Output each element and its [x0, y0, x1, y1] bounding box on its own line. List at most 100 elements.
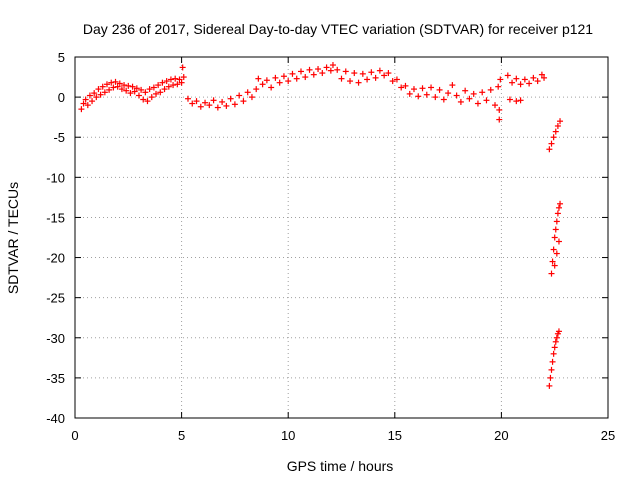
data-point	[530, 74, 537, 81]
data-point	[210, 97, 217, 104]
data-point	[440, 96, 447, 103]
data-point	[547, 374, 554, 381]
data-point	[184, 95, 191, 102]
data-point	[127, 90, 134, 97]
data-point	[342, 68, 349, 75]
data-point	[155, 82, 162, 89]
data-point	[548, 140, 555, 147]
data-point	[148, 94, 155, 101]
data-point	[91, 90, 98, 97]
data-point	[552, 226, 559, 233]
x-tick-label: 5	[178, 428, 185, 443]
data-point	[172, 75, 179, 82]
data-point	[553, 250, 560, 257]
data-point	[548, 366, 555, 373]
data-point	[402, 82, 409, 89]
data-point	[526, 80, 533, 87]
data-point	[323, 64, 330, 71]
data-point	[97, 91, 104, 98]
data-points	[78, 62, 564, 389]
data-point	[557, 200, 564, 207]
data-point	[466, 95, 473, 102]
data-point	[487, 86, 494, 93]
data-point	[84, 102, 91, 109]
data-point	[329, 62, 336, 69]
data-point	[206, 102, 213, 109]
data-point	[496, 106, 503, 113]
data-point	[306, 66, 313, 73]
data-point	[548, 270, 555, 277]
data-point	[227, 95, 234, 102]
data-point	[555, 238, 562, 245]
data-point	[517, 97, 524, 104]
data-point	[552, 338, 559, 345]
data-point	[549, 358, 556, 365]
data-point	[513, 98, 520, 105]
data-point	[170, 82, 177, 89]
data-point	[197, 103, 204, 110]
data-point	[504, 72, 511, 79]
y-axis-label: SDTVAR / TECUs	[5, 182, 21, 294]
data-point	[359, 70, 366, 77]
data-point	[557, 118, 564, 125]
data-point	[338, 75, 345, 82]
data-point	[495, 83, 502, 90]
data-point	[179, 64, 186, 71]
data-point	[509, 79, 516, 86]
data-point	[449, 82, 456, 89]
data-point	[146, 86, 153, 93]
data-point	[108, 79, 115, 86]
data-point	[327, 67, 334, 74]
data-point	[180, 74, 187, 81]
data-point	[174, 81, 181, 88]
data-point	[236, 92, 243, 99]
data-point	[334, 66, 341, 73]
x-tick-label: 20	[494, 428, 508, 443]
data-point	[555, 328, 562, 335]
data-point	[347, 78, 354, 85]
data-point	[189, 100, 196, 107]
data-point	[319, 70, 326, 77]
plot-frame	[74, 56, 609, 419]
data-point	[80, 100, 87, 107]
data-point	[552, 128, 559, 135]
data-point	[150, 84, 157, 91]
data-point	[372, 74, 379, 81]
data-point	[219, 98, 226, 105]
data-point	[538, 71, 545, 78]
data-point	[167, 76, 174, 83]
data-point	[116, 80, 123, 87]
y-tick-label: -20	[46, 251, 65, 266]
y-tick-label: 0	[58, 90, 65, 105]
data-point	[393, 76, 400, 83]
axis-ticks: 5 0 -5 -10 -15 -20 -25 -30 -35 -40 0 5 10 15 20 25	[46, 50, 615, 443]
data-point	[453, 92, 460, 99]
y-tick-label: -35	[46, 371, 65, 386]
data-point	[157, 89, 164, 96]
data-point	[193, 98, 200, 105]
data-point	[293, 75, 300, 82]
data-point	[315, 66, 322, 73]
data-point	[470, 90, 477, 97]
data-point	[276, 79, 283, 86]
data-point	[133, 85, 140, 92]
data-point	[253, 86, 260, 93]
data-point	[214, 104, 221, 111]
data-point	[129, 83, 136, 90]
data-point	[534, 78, 541, 85]
data-point	[297, 68, 304, 75]
data-point	[259, 81, 266, 88]
data-point	[551, 344, 558, 351]
data-point	[112, 78, 119, 85]
data-point	[142, 89, 149, 96]
data-point	[163, 78, 170, 85]
data-point	[280, 73, 287, 80]
data-point	[78, 106, 85, 113]
y-tick-label: -10	[46, 170, 65, 185]
data-point	[436, 86, 443, 93]
data-point	[550, 350, 557, 357]
data-point	[223, 102, 230, 109]
x-axis-label: GPS time / hours	[287, 458, 394, 474]
data-point	[550, 246, 557, 253]
